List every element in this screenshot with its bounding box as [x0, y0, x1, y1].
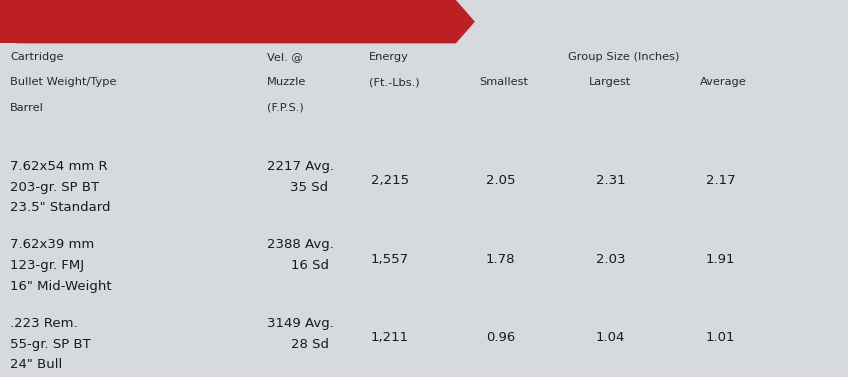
- Text: 1,557: 1,557: [371, 253, 409, 266]
- Text: 2.03: 2.03: [596, 253, 625, 266]
- Text: SHOOTING RESULTS (¹⁰⁰ YDS.): SHOOTING RESULTS (¹⁰⁰ YDS.): [12, 14, 280, 29]
- Text: 203-gr. SP BT: 203-gr. SP BT: [10, 181, 99, 194]
- Text: 2,215: 2,215: [371, 174, 409, 187]
- Text: Muzzle: Muzzle: [267, 77, 306, 87]
- Text: (F.P.S.): (F.P.S.): [267, 103, 304, 113]
- Text: 23.5" Standard: 23.5" Standard: [10, 201, 111, 215]
- Text: 55-gr. SP BT: 55-gr. SP BT: [10, 338, 91, 351]
- Text: .223 Rem.: .223 Rem.: [10, 317, 78, 330]
- Text: 2388 Avg.: 2388 Avg.: [267, 239, 334, 251]
- Polygon shape: [0, 0, 475, 43]
- Text: 1.78: 1.78: [486, 253, 515, 266]
- Text: 24" Bull: 24" Bull: [10, 359, 63, 371]
- Text: Cartridge: Cartridge: [10, 52, 64, 62]
- Text: 2217 Avg.: 2217 Avg.: [267, 160, 334, 173]
- Text: 1.04: 1.04: [596, 331, 625, 344]
- Text: 1,211: 1,211: [371, 331, 409, 344]
- Text: 16 Sd: 16 Sd: [291, 259, 328, 272]
- Text: Smallest: Smallest: [479, 77, 528, 87]
- Text: 1.01: 1.01: [706, 331, 735, 344]
- Text: 1.91: 1.91: [706, 253, 735, 266]
- Text: 35 Sd: 35 Sd: [291, 181, 328, 194]
- Text: 123-gr. FMJ: 123-gr. FMJ: [10, 259, 84, 272]
- Text: 2.17: 2.17: [706, 174, 735, 187]
- Text: Largest: Largest: [589, 77, 632, 87]
- Text: 7.62x54 mm R: 7.62x54 mm R: [10, 160, 108, 173]
- Text: 2.05: 2.05: [486, 174, 515, 187]
- Text: Average: Average: [700, 77, 746, 87]
- Text: 2.31: 2.31: [596, 174, 625, 187]
- Text: 0.96: 0.96: [486, 331, 515, 344]
- Text: Vel. @: Vel. @: [267, 52, 303, 62]
- Text: Barrel: Barrel: [10, 103, 44, 113]
- Text: Energy: Energy: [369, 52, 409, 62]
- Text: Group Size (Inches): Group Size (Inches): [567, 52, 679, 62]
- Text: (Ft.-Lbs.): (Ft.-Lbs.): [369, 77, 420, 87]
- Text: Bullet Weight/Type: Bullet Weight/Type: [10, 77, 117, 87]
- Bar: [0, 0, 17, 43]
- Text: 3149 Avg.: 3149 Avg.: [267, 317, 334, 330]
- Text: 16" Mid-Weight: 16" Mid-Weight: [10, 280, 112, 293]
- Text: 28 Sd: 28 Sd: [291, 338, 328, 351]
- Text: 7.62x39 mm: 7.62x39 mm: [10, 239, 94, 251]
